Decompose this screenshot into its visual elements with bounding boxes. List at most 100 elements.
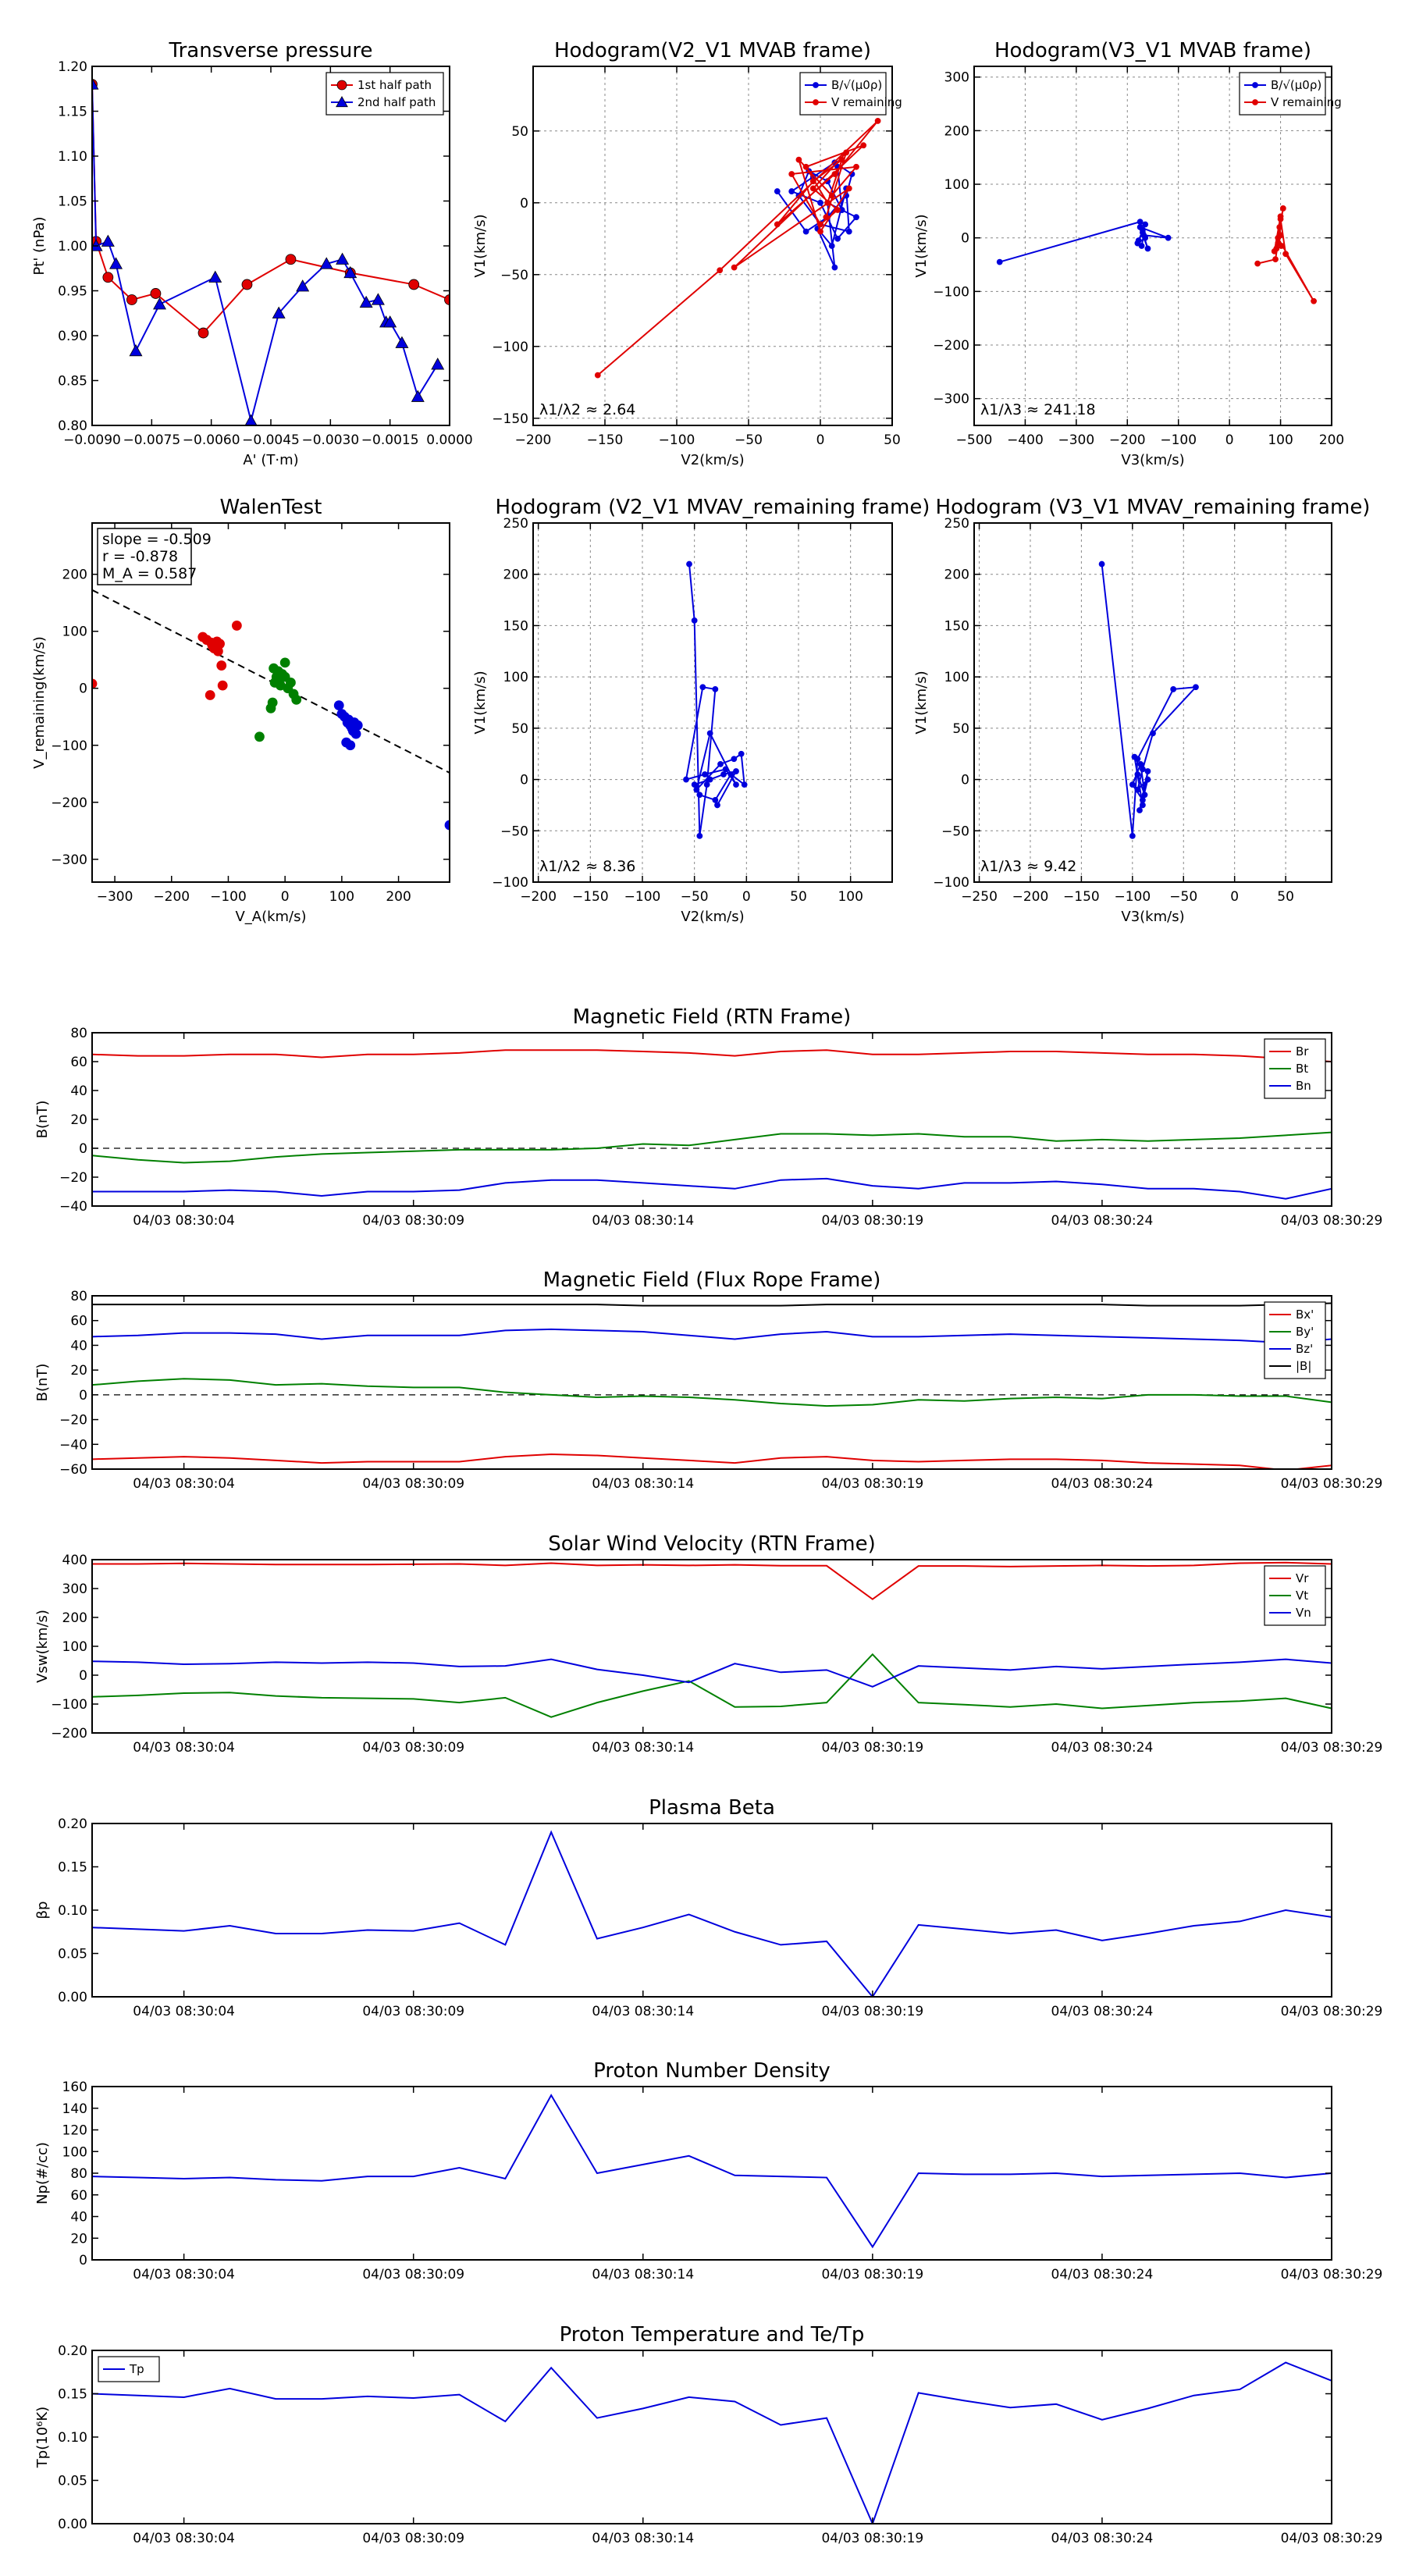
- x-tick-label: −200: [520, 889, 557, 905]
- x-tick-label: −0.0060: [183, 432, 240, 448]
- legend-label: |B|: [1296, 1359, 1311, 1373]
- y-tick-label: 300: [62, 1582, 87, 1597]
- x-tick-label: 200: [386, 889, 411, 905]
- y-tick-label: 300: [944, 70, 969, 86]
- series-line-2nd half path: [92, 84, 439, 422]
- x-tick-label: 50: [1277, 889, 1294, 905]
- y-tick-label: 50: [511, 124, 528, 140]
- y-tick-label: −100: [51, 1697, 87, 1713]
- legend-box: [1239, 72, 1326, 116]
- x-tick-label: 04/03 08:30:14: [592, 2004, 694, 2019]
- x-tick-label: −150: [572, 889, 609, 905]
- data-point: [153, 297, 166, 310]
- data-point: [1136, 224, 1144, 230]
- data-point: [272, 306, 286, 318]
- data-point: [741, 781, 748, 788]
- y-tick-label: 120: [62, 2123, 87, 2139]
- plot-area: [92, 77, 450, 425]
- y-tick-label: 20: [70, 1363, 87, 1379]
- chart-mag_rtn: Magnetic Field (RTN Frame) 04/03 08:30:04…: [34, 1005, 1382, 1229]
- data-point: [431, 358, 445, 370]
- plot-frame: [91, 66, 450, 426]
- plot-frame: [91, 1559, 1332, 1734]
- plot-area: [533, 523, 892, 882]
- x-tick-label: 04/03 08:30:04: [133, 2004, 235, 2019]
- chart-plasma_beta: Plasma Beta 04/03 08:30:04 04/03 08:30:09 0…: [34, 1796, 1382, 2019]
- legend-marker: [1252, 99, 1258, 105]
- y-tick-label: 50: [511, 721, 528, 737]
- data-point: [731, 756, 738, 763]
- plot-area: [92, 1302, 1332, 1469]
- x-tick-label: −50: [681, 889, 709, 905]
- data-point: [1136, 219, 1144, 226]
- data-point: [831, 171, 838, 177]
- data-point: [1276, 224, 1283, 230]
- data-point: [717, 760, 724, 767]
- eigen-ratio-annotation: λ1/λ3 ≈ 241.18: [980, 401, 1096, 418]
- y-tick-label: −100: [933, 284, 969, 300]
- y-axis-label: B(nT): [34, 1364, 51, 1402]
- x-tick-label: 04/03 08:30:04: [133, 2267, 235, 2282]
- chart-title: Solar Wind Velocity (RTN Frame): [548, 1532, 875, 1556]
- y-tick-label: 100: [62, 1639, 87, 1655]
- plot-frame: [532, 66, 893, 426]
- x-tick-label: −300: [97, 889, 133, 905]
- x-axis-label: V3(km/s): [1121, 909, 1184, 925]
- y-tick-label: 1.15: [58, 105, 87, 120]
- y-tick-label: 0.00: [58, 2517, 87, 2532]
- y-tick-label: 0.95: [58, 284, 87, 300]
- data-point: [845, 228, 852, 235]
- y-tick-label: 160: [62, 2080, 87, 2095]
- chart-hodogram_v3v1_mvav: Hodogram (V3_V1 MVAV_remaining frame) −25…: [913, 496, 1370, 925]
- x-tick-label: −100: [1160, 432, 1197, 448]
- data-point: [279, 657, 290, 668]
- legend-box: [325, 72, 444, 116]
- data-point: [1254, 260, 1261, 267]
- y-tick-label: 60: [70, 1314, 87, 1329]
- data-point: [817, 221, 823, 228]
- data-point: [845, 185, 852, 192]
- stats-text: slope = -0.509: [102, 531, 212, 548]
- data-point: [254, 731, 265, 742]
- x-tick-label: 0: [1225, 432, 1234, 448]
- legend-label: B/√(μ0ρ): [831, 78, 882, 92]
- y-axis-label: V1(km/s): [913, 214, 930, 277]
- y-tick-label: −100: [492, 875, 528, 891]
- y-axis-label: V_remaining(km/s): [31, 636, 48, 769]
- data-point: [703, 781, 710, 788]
- data-point: [1142, 221, 1149, 228]
- y-tick-label: −300: [933, 392, 969, 407]
- y-tick-label: 80: [70, 2166, 87, 2182]
- x-tick-label: −0.0045: [242, 432, 300, 448]
- y-axis-label: βp: [34, 1902, 51, 1920]
- y-axis-label: Vsw(km/s): [34, 1610, 51, 1683]
- data-point: [1275, 234, 1282, 241]
- data-point: [1144, 776, 1151, 783]
- y-tick-label: 0: [79, 2253, 87, 2268]
- data-point: [352, 720, 363, 731]
- data-point: [834, 235, 841, 242]
- y-tick-label: −40: [59, 1437, 87, 1453]
- y-tick-label: 0.15: [58, 2387, 87, 2403]
- data-point: [802, 228, 809, 235]
- y-tick-label: 0.10: [58, 2430, 87, 2446]
- data-point: [269, 678, 280, 688]
- legend-label: 2nd half path: [357, 95, 436, 109]
- data-point: [843, 149, 850, 156]
- x-tick-label: −50: [1169, 889, 1197, 905]
- x-axis-label: V_A(km/s): [235, 909, 306, 925]
- y-tick-label: −100: [51, 738, 87, 754]
- y-axis-label: Np(#/cc): [34, 2142, 51, 2204]
- plot-frame: [91, 1295, 1332, 1470]
- chart-walen_test: WalenTest −300 −200 −100 0 100 200 −300 −200 −100…: [31, 496, 450, 925]
- x-tick-label: −500: [956, 432, 993, 448]
- series-line-Bn: [92, 1177, 1332, 1200]
- series-line-Br: [92, 1049, 1332, 1062]
- y-tick-label: 0: [79, 1668, 87, 1684]
- data-point: [241, 279, 253, 290]
- data-point: [683, 776, 689, 783]
- chart-title: WalenTest: [220, 496, 322, 519]
- data-point: [1131, 753, 1138, 760]
- data-point: [129, 343, 143, 357]
- x-tick-label: 04/03 08:30:14: [592, 1476, 694, 1492]
